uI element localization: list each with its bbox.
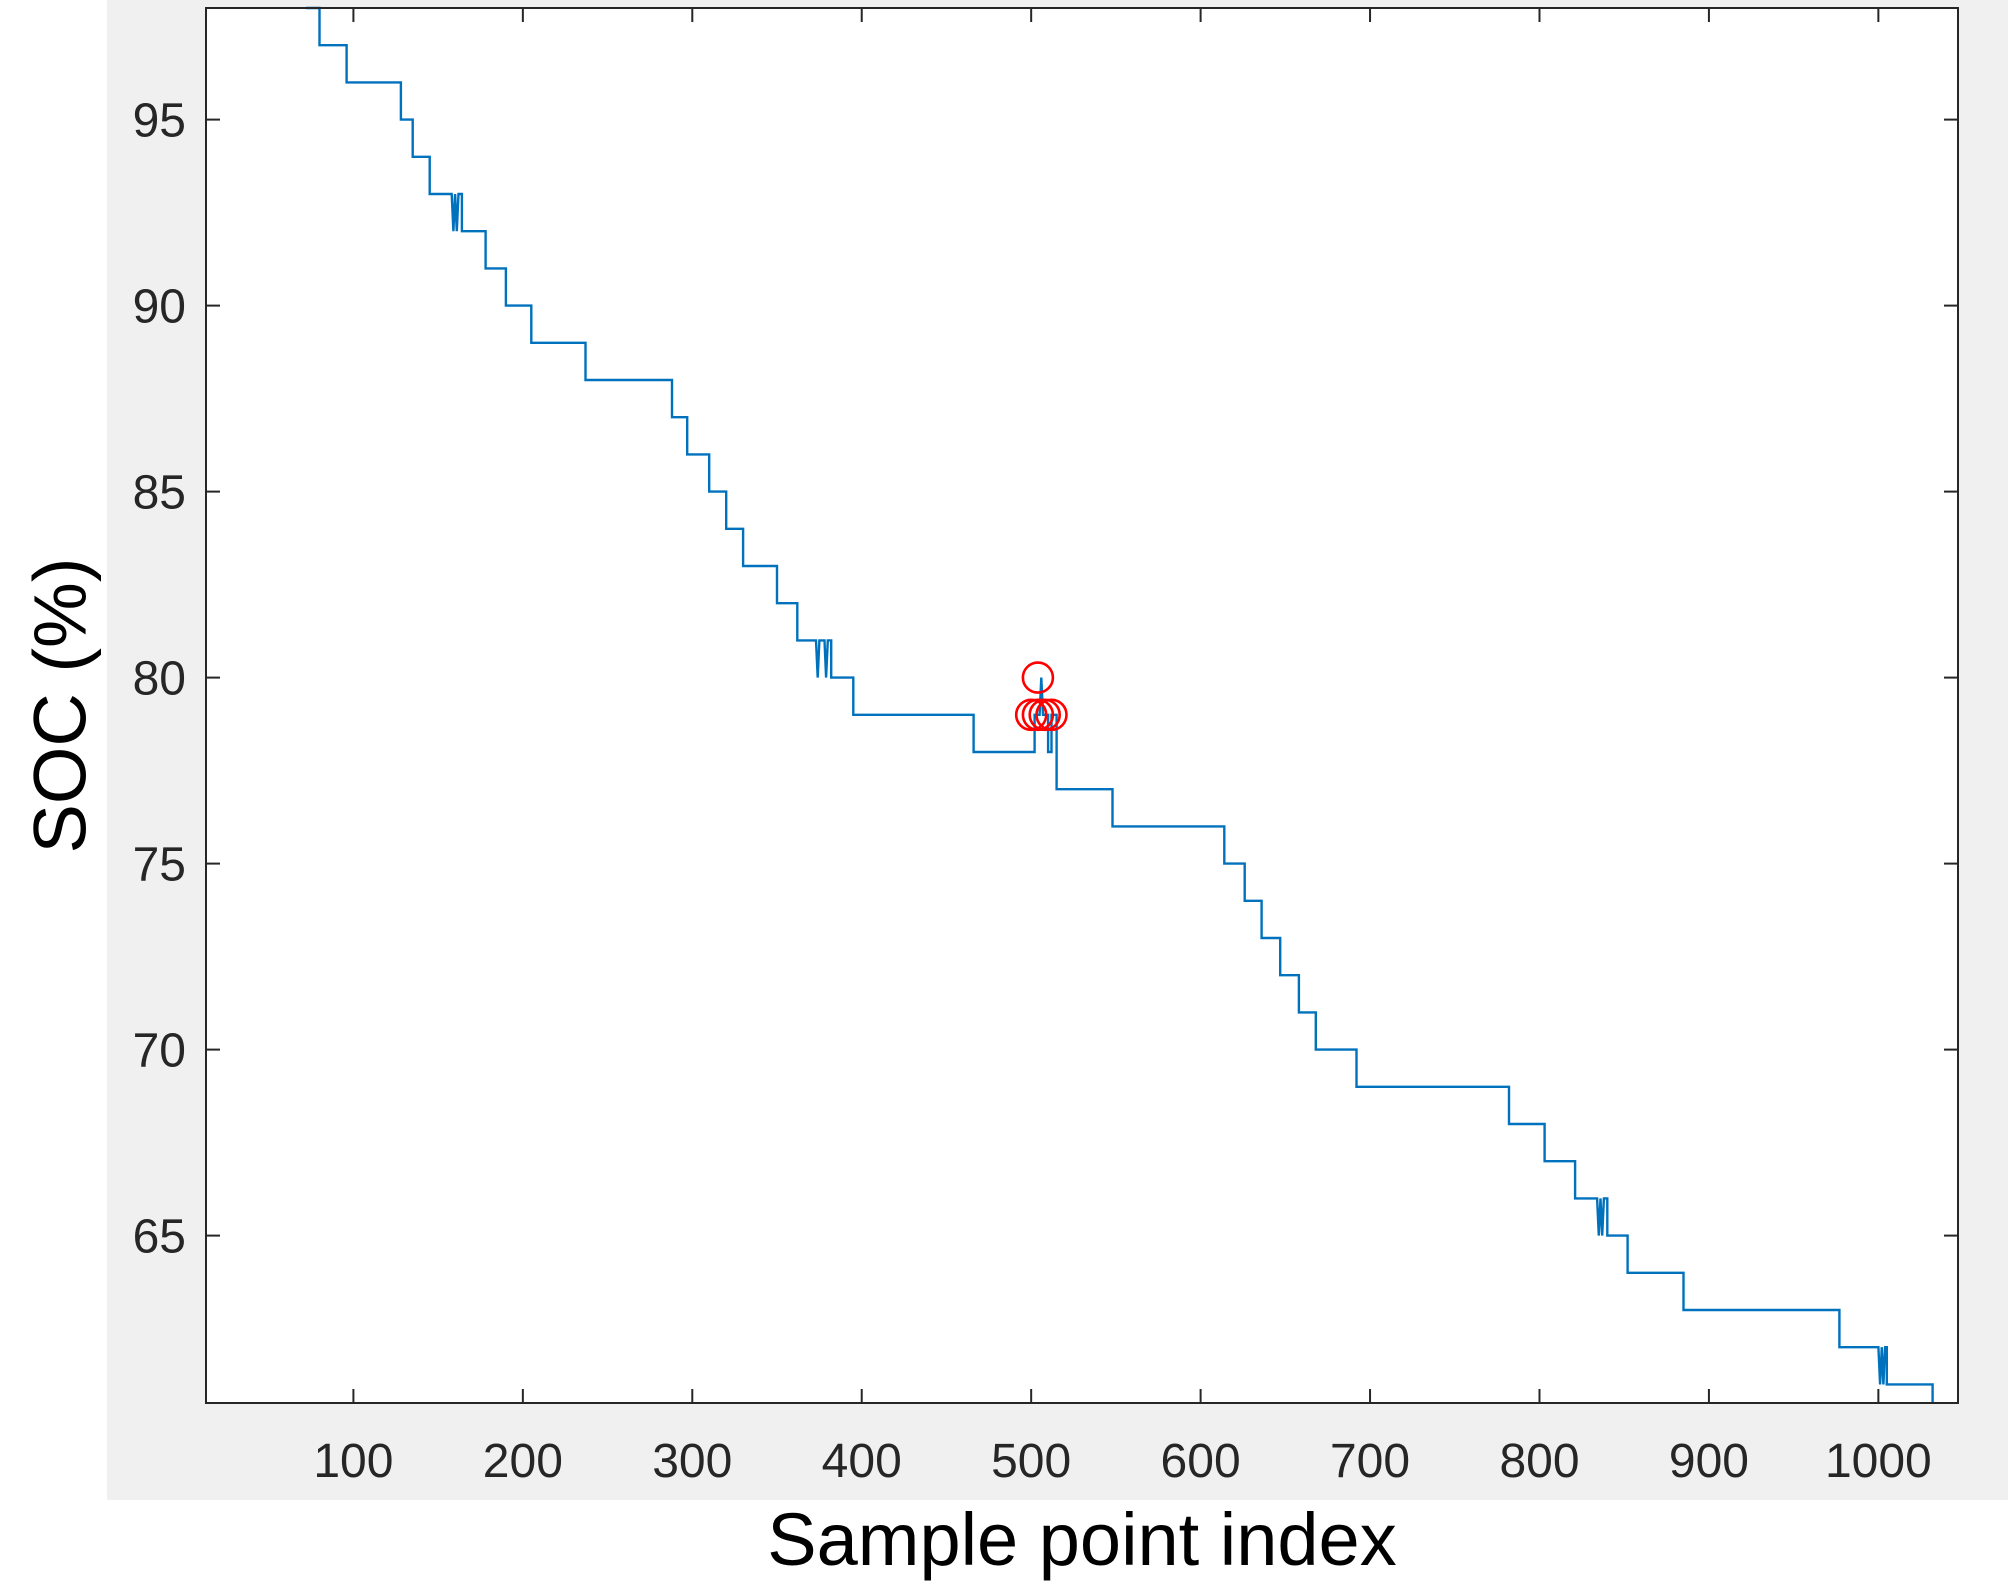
soc-series-line: [306, 6, 1934, 1403]
y-axis-label: SOC (%): [19, 558, 102, 854]
x-tick-label: 500: [991, 1435, 1071, 1488]
x-tick-label: 300: [652, 1435, 732, 1488]
anomaly-marker: [1035, 698, 1068, 732]
x-axis-ticks: 100 200 300 400 500 600 700 800 900 1000: [313, 8, 1932, 1488]
y-tick-label: 65: [133, 1211, 186, 1264]
anomaly-marker: [1014, 698, 1048, 732]
anomaly-marker: [1021, 661, 1055, 694]
anomaly-marker: [1021, 698, 1055, 732]
x-tick-label: 100: [313, 1435, 393, 1488]
x-tick-label: 600: [1161, 1435, 1241, 1488]
y-tick-label: 75: [133, 839, 186, 892]
anomaly-marker: [1028, 698, 1061, 732]
y-axis-ticks: 65 70 75 80 85 90 95: [133, 95, 1958, 1264]
plot-area: [206, 8, 1958, 1403]
x-tick-label: 700: [1330, 1435, 1410, 1488]
x-tick-label: 1000: [1825, 1435, 1932, 1488]
x-tick-label: 200: [483, 1435, 563, 1488]
marker-layer: [1014, 661, 1068, 732]
y-tick-label: 85: [133, 467, 186, 520]
y-tick-label: 70: [133, 1025, 186, 1078]
y-tick-label: 80: [133, 653, 186, 706]
y-tick-label: 95: [133, 95, 186, 148]
x-tick-label: 900: [1669, 1435, 1749, 1488]
x-tick-label: 400: [822, 1435, 902, 1488]
series-layer: [306, 6, 1934, 1403]
y-tick-label: 90: [133, 281, 186, 334]
x-tick-label: 800: [1499, 1435, 1579, 1488]
axes-box: [205, 7, 1959, 1404]
x-axis-label: Sample point index: [767, 1498, 1396, 1581]
